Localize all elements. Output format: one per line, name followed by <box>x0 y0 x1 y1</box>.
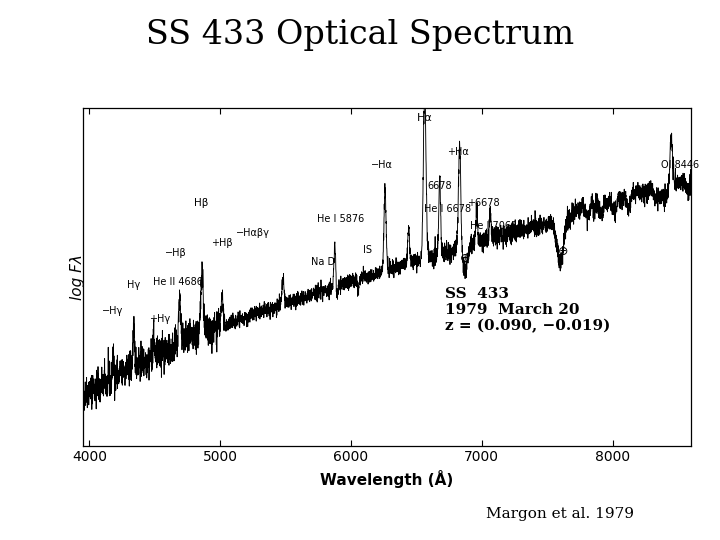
Text: +Hγ: +Hγ <box>150 314 171 324</box>
Text: IS: IS <box>363 245 372 255</box>
Text: Margon et al. 1979: Margon et al. 1979 <box>485 507 634 521</box>
Text: Na D: Na D <box>312 256 336 267</box>
Text: −Hα: −Hα <box>372 160 393 171</box>
Text: He I 6678: He I 6678 <box>424 204 472 214</box>
Text: +Hβ: +Hβ <box>211 238 233 248</box>
Text: SS 433 Optical Spectrum: SS 433 Optical Spectrum <box>146 19 574 51</box>
Text: +Hα: +Hα <box>447 147 469 157</box>
Text: ⊕: ⊕ <box>459 252 470 265</box>
Text: He II 4686: He II 4686 <box>153 277 203 287</box>
Y-axis label: log Fλ: log Fλ <box>70 254 85 300</box>
X-axis label: Wavelength (Å): Wavelength (Å) <box>320 470 454 488</box>
Text: −Hβ: −Hβ <box>165 248 186 258</box>
Text: Hα: Hα <box>417 113 433 123</box>
Text: ⊕: ⊕ <box>558 245 568 258</box>
Text: −Hγ: −Hγ <box>102 306 124 315</box>
Text: +6678: +6678 <box>467 198 500 207</box>
Text: 6678: 6678 <box>428 181 452 191</box>
Text: Hγ: Hγ <box>127 280 140 291</box>
Text: He I 7065: He I 7065 <box>470 221 518 231</box>
Text: SS  433
1979  March 20
z = (0.090, −0.019): SS 433 1979 March 20 z = (0.090, −0.019) <box>445 287 610 334</box>
Text: He I 5876: He I 5876 <box>317 214 364 225</box>
Text: −Hαβγ: −Hαβγ <box>236 228 270 238</box>
Text: OI 8446: OI 8446 <box>661 160 699 171</box>
Text: Hβ: Hβ <box>194 198 208 207</box>
